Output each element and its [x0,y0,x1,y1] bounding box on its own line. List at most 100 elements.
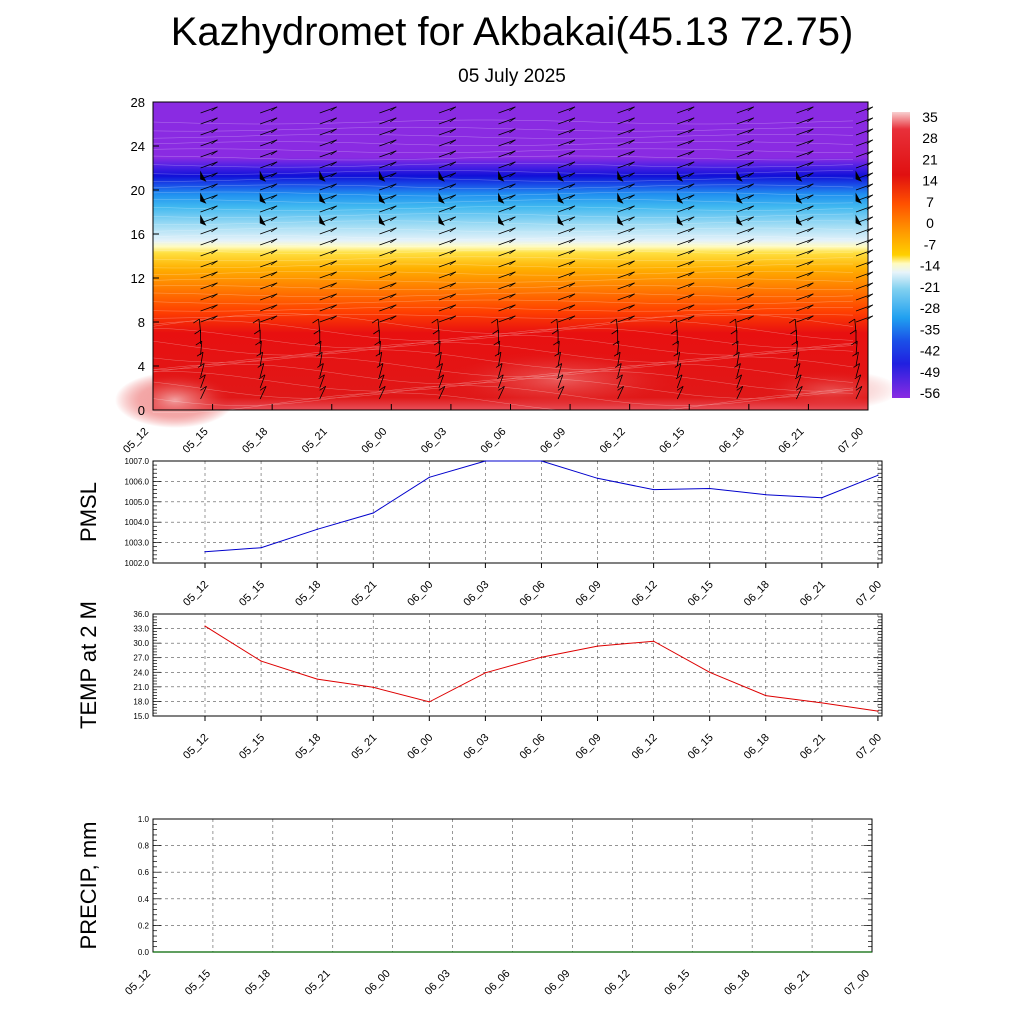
contour-line [152,342,854,363]
x-tick-label: 06_03 [423,968,453,998]
wind-barb-feather [616,374,623,380]
wind-barb-feather [849,329,857,335]
wind-barb-feather [449,249,457,255]
wind-barb-feather [628,106,635,112]
wind-barb [677,271,695,279]
wind-barb [200,260,218,268]
wind-barb-feather [747,315,754,321]
wind-barb-feather [371,318,379,324]
wind-barb-feather [509,194,516,200]
wind-barb [796,227,814,235]
x-tick-label: 05_12 [121,426,151,456]
wind-barb-feather [848,318,856,324]
wind-barb-feather [270,216,278,222]
data-point [653,640,655,642]
wind-barb-feather [449,293,457,299]
wind-barb-feather [449,161,457,167]
wind-barb [796,117,814,125]
wind-barb-feather [675,374,683,380]
wind-barb-feather [568,282,576,288]
y-tick-label: 16 [131,227,145,242]
wind-barb [260,205,278,213]
wind-barb-feather [734,363,741,368]
wind-barb [854,319,857,334]
wind-barb-feather [628,183,635,189]
heatmap-hotspot [115,372,235,428]
x-tick-label: 05_12 [181,732,211,762]
wind-barb-feather [390,293,397,299]
wind-barb [498,315,516,323]
wind-barb-feather [253,329,261,335]
wind-barb [796,128,814,136]
wind-barb-feather [270,139,278,145]
x-tick-label: 06_00 [405,732,435,762]
wind-barb-feather [390,117,397,123]
wind-barb-feather [628,315,635,321]
wind-barb [855,304,874,312]
wind-barb [498,374,504,389]
wind-barb [259,363,265,378]
x-tick-label: 07_00 [836,426,866,456]
wind-barb [438,238,456,246]
contour-line [152,191,854,197]
wind-barb-feather [330,139,337,145]
wind-barb [379,150,397,158]
wind-barb-feather [687,117,695,123]
wind-barb [617,128,635,136]
wind-barb [557,238,576,246]
wind-barb-feather [270,315,278,321]
x-tick-label: 05_12 [181,579,211,609]
data-point [709,487,711,490]
wind-barb-feather [509,205,516,211]
x-tick-label: 06_15 [657,426,687,456]
wind-barb [498,128,516,136]
data-point [596,477,599,479]
data-point [877,710,879,712]
wind-barb [796,293,814,301]
wind-barb-feather [568,139,576,145]
wind-barb-feather [747,194,754,200]
data-point [596,645,599,647]
wind-barb [617,271,635,279]
wind-barb [438,315,456,323]
y-tick-label: 0.8 [138,842,150,851]
wind-barb-feather [330,106,337,112]
wind-barb [379,271,397,279]
wind-barb-feather [568,249,576,255]
wind-barb [498,341,501,356]
wind-barb [260,227,278,235]
colorbar-label: 35 [922,109,938,125]
wind-barb-feather [330,194,337,200]
wind-barb-feather [211,293,218,299]
wind-barb [437,319,440,334]
x-tick-label: 06_15 [686,579,716,609]
wind-barb-feather [687,106,695,112]
wind-barb [617,117,635,125]
wind-barb [498,282,516,290]
wind-barb [677,161,695,169]
y-tick-label: 1005.0 [125,498,150,507]
y-tick-label: 12 [131,271,145,286]
wind-barb [736,117,754,125]
wind-barb-feather [747,271,754,277]
wind-barb [796,249,814,257]
x-tick-label: 06_00 [363,968,393,998]
wind-barb-feather [687,249,695,255]
wind-barb [736,238,754,246]
wind-barb-pennant [498,214,505,226]
wind-barb-feather [330,271,337,277]
wind-barb-feather [792,351,800,357]
data-point [821,497,823,499]
wind-barb [438,161,456,169]
wind-barb [260,139,278,147]
wind-barb-feather [270,282,278,288]
wind-barb [736,363,741,378]
y-axis-label: PMSL [76,482,101,542]
wind-barb-feather [390,161,397,167]
y-axis-label: TEMP at 2 M [76,601,101,729]
wind-barb [617,205,635,213]
wind-barb-feather [492,329,499,335]
wind-barb [617,227,635,235]
wind-barb-feather [199,374,206,380]
